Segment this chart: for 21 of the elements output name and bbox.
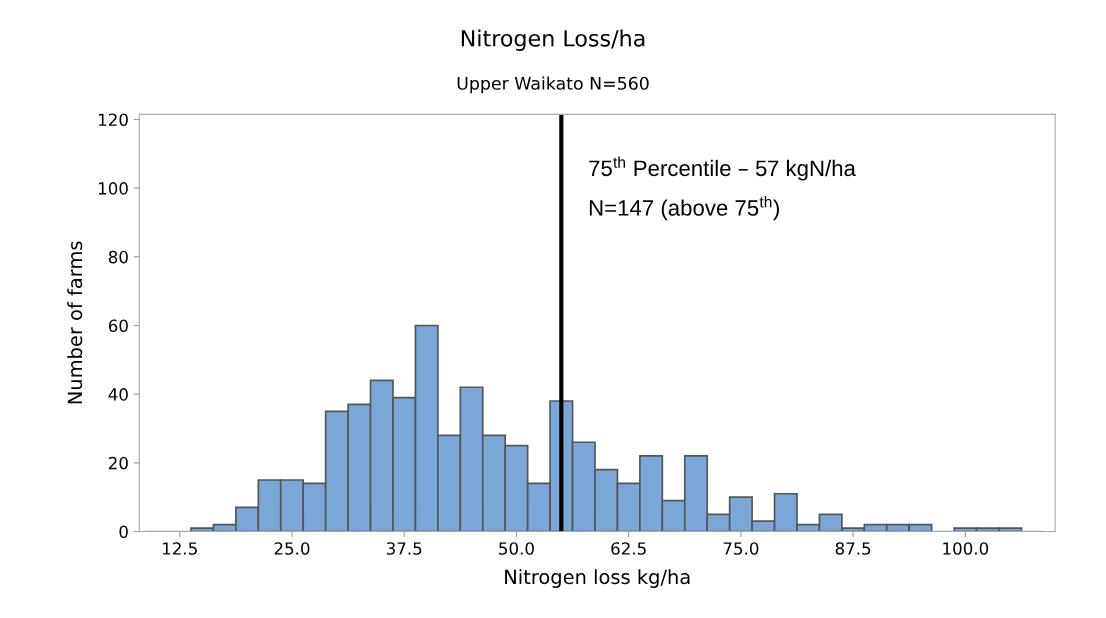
x-tick-label: 37.5 (386, 542, 422, 555)
y-tick-label: 100 (98, 182, 128, 195)
y-axis-title: Number of farms (67, 241, 83, 404)
x-tick-label: 25.0 (274, 542, 310, 555)
chart-title: Nitrogen Loss/ha (461, 29, 645, 51)
y-tick-label: 120 (98, 113, 128, 127)
x-tick-label: 62.5 (611, 542, 646, 555)
y-tick-label: 0 (119, 525, 128, 539)
x-tick-label: 12.5 (163, 542, 197, 555)
chart-subtitle: Upper Waikato N=560 (457, 76, 649, 94)
y-tick-label: 60 (108, 319, 128, 333)
x-tick-label: 100.0 (943, 542, 989, 555)
annotation: N=147 (above 75$^{th}$) (589, 196, 779, 221)
x-tick-label: 75.0 (723, 542, 759, 555)
x-tick-label: 87.5 (835, 542, 871, 555)
x-axis-title: Nitrogen loss kg/ha (505, 569, 690, 588)
annotation: 75$^{th}$ Percentile – 57 kgN/ha (589, 156, 856, 181)
y-tick-label: 40 (108, 388, 128, 401)
y-tick-label: 20 (108, 456, 128, 470)
x-tick-label: 50.0 (499, 542, 534, 555)
y-tick-label: 80 (108, 250, 128, 264)
